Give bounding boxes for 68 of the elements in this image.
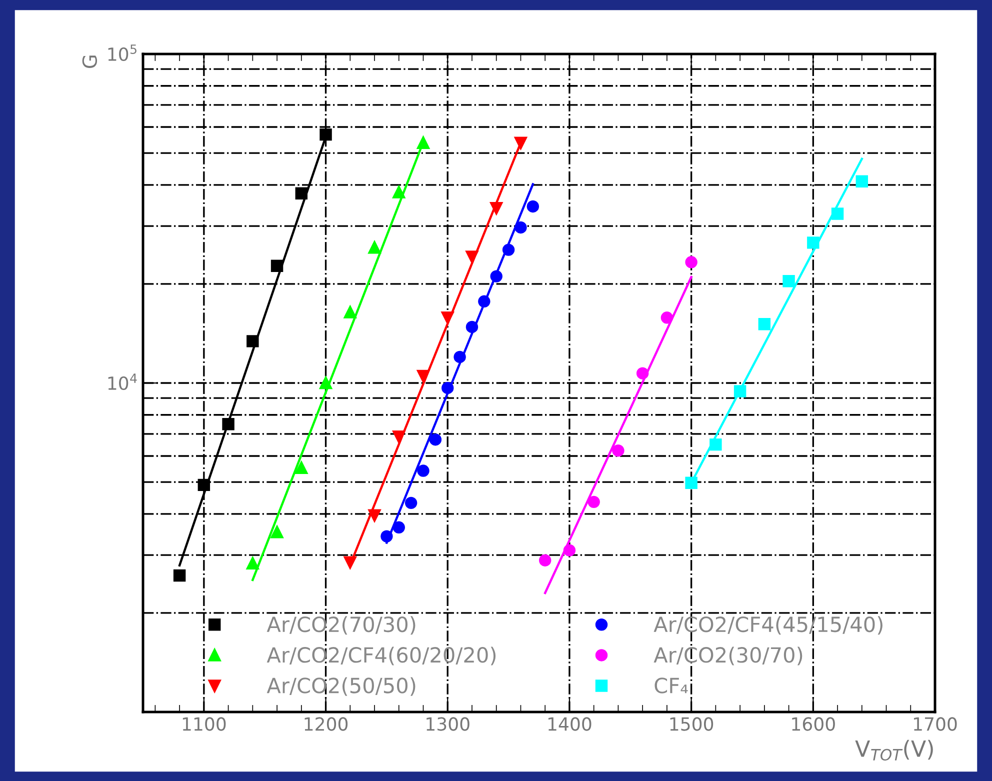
point (320, 128, 332, 141)
y-axis-title: G (82, 56, 98, 68)
point (404, 496, 418, 510)
point (466, 320, 478, 334)
point (392, 521, 405, 534)
point (392, 186, 405, 198)
point (295, 462, 308, 474)
point (478, 295, 490, 308)
x-axis-title: V$_{TOT}$(V) (855, 740, 933, 761)
point (442, 382, 454, 394)
point (636, 367, 649, 380)
point (538, 554, 552, 566)
point (368, 509, 381, 522)
point (380, 530, 393, 542)
point (466, 250, 478, 263)
point (417, 464, 430, 477)
point (392, 430, 405, 443)
point (173, 569, 186, 582)
point (270, 526, 284, 538)
point (685, 476, 698, 490)
x-tick-label: 1100 (182, 717, 226, 731)
point (563, 544, 576, 556)
point (198, 478, 210, 492)
point (442, 312, 454, 324)
point (782, 275, 795, 288)
y-tick-label: 10$^{4}$ (108, 374, 137, 390)
point (222, 418, 234, 430)
point (758, 318, 771, 330)
legend-label: Ar/CO2(50/50) (266, 677, 416, 696)
x-tick-label: 1700 (914, 717, 957, 731)
point (514, 136, 527, 149)
point (856, 175, 868, 188)
legend-label: CF₄ (654, 678, 688, 694)
x-tick-label: 1600 (792, 717, 835, 731)
point (417, 136, 430, 149)
legend-label: Ar/CO2(70/30) (266, 616, 416, 635)
point (270, 260, 284, 272)
x-tick-label: 1200 (304, 717, 348, 731)
point (807, 236, 820, 249)
point (454, 350, 466, 364)
point (295, 187, 308, 200)
point (429, 433, 442, 446)
point (368, 241, 381, 254)
legend-label: Ar/CO2/CF4(45/15/40) (654, 616, 882, 635)
point (246, 335, 259, 348)
point (417, 370, 430, 382)
legend-label: Ar/CO2(30/70) (654, 646, 802, 666)
point (514, 221, 527, 234)
x-tick-label: 1300 (426, 717, 470, 731)
point (612, 444, 624, 457)
point (344, 306, 356, 318)
point (710, 438, 722, 451)
point (734, 385, 746, 398)
point (526, 200, 540, 213)
x-tick-label: 1500 (670, 717, 714, 731)
point (490, 270, 502, 282)
point (588, 496, 600, 508)
point (660, 312, 674, 324)
point (320, 376, 332, 390)
point (502, 244, 515, 256)
point (246, 557, 259, 570)
point (685, 256, 698, 268)
y-tick-label: 10$^{5}$ (108, 44, 136, 61)
x-tick-label: 1400 (548, 717, 592, 731)
point (831, 208, 844, 220)
point (490, 202, 502, 214)
point (344, 556, 356, 568)
legend-label: Ar/CO2/CF4(60/20/20) (266, 646, 496, 666)
